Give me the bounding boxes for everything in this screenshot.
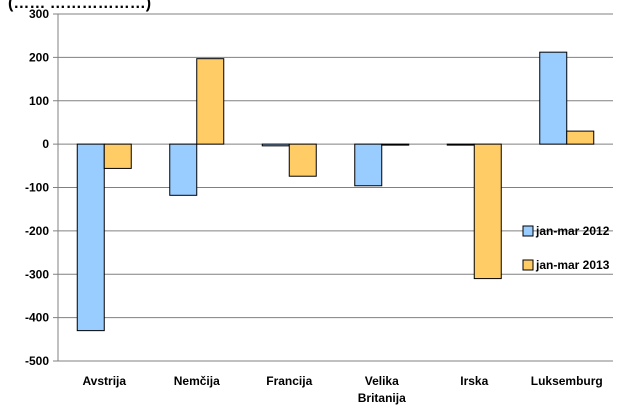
- legend-label: jan-mar 2012: [535, 224, 610, 238]
- bar-2-1: [103, 143, 132, 169]
- bar-2-6: [566, 130, 595, 145]
- bar-1-6: [539, 51, 568, 145]
- x-tick-label: Luksemburg: [531, 374, 603, 388]
- x-tick-label: Francija: [266, 374, 312, 388]
- legend-swatch: [522, 225, 534, 237]
- chart-title: (…… ………………): [8, 0, 151, 12]
- y-tick-label: 300: [29, 7, 49, 21]
- y-tick-label: 200: [29, 50, 49, 64]
- gridlines: [58, 13, 613, 362]
- bar-1-4: [354, 143, 383, 187]
- bar-1-5: [446, 143, 475, 146]
- y-tick-label: 100: [29, 94, 49, 108]
- y-tick-label: -500: [25, 354, 49, 368]
- legend: jan-mar 2012 jan-mar 2013: [522, 224, 610, 272]
- y-tick-label: -200: [25, 224, 49, 238]
- y-tick-label: -100: [25, 181, 49, 195]
- x-axis: Avstrija Nemčija Francija Velika Britanija Ir…: [82, 374, 602, 405]
- bar-2-4: [381, 143, 410, 146]
- bar-2-3: [288, 143, 317, 177]
- y-tick-label: 0: [42, 137, 49, 151]
- x-tick-label: Irska: [460, 374, 488, 388]
- bar-1-2: [169, 143, 198, 196]
- legend-label: jan-mar 2013: [535, 258, 610, 272]
- x-tick-label: Velika Britanija: [358, 374, 406, 405]
- bar-series: [76, 51, 595, 332]
- legend-swatch: [522, 259, 534, 271]
- y-tick-label: -400: [25, 311, 49, 325]
- x-tick-label: Nemčija: [174, 374, 220, 388]
- y-axis: 300 200 100 0 -100 -200 -300 -400 -500: [25, 7, 59, 368]
- bar-1-3: [261, 143, 290, 147]
- bar-2-2: [196, 58, 225, 145]
- bar-2-5: [473, 143, 502, 280]
- x-tick-label: Avstrija: [82, 374, 126, 388]
- y-tick-label: -300: [25, 267, 49, 281]
- bar-1-1: [76, 143, 105, 332]
